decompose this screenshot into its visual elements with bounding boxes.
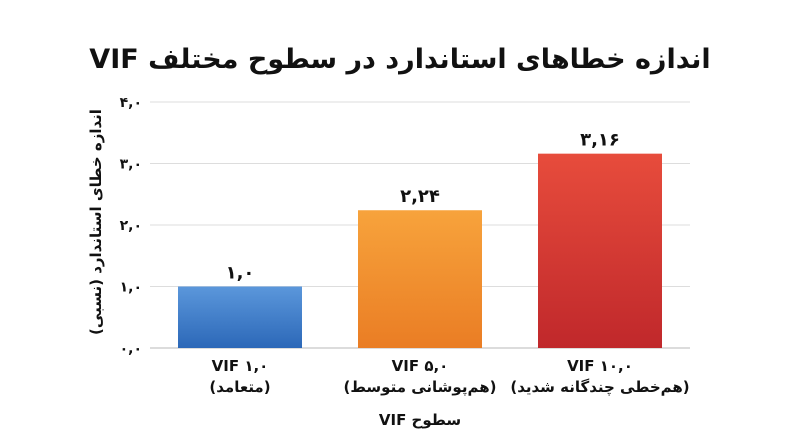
y-tick-label: ۰,۰ (120, 341, 142, 357)
y-tick-label: ۴,۰ (120, 95, 142, 111)
x-axis-categories: VIF ۱,۰ (متعامد) VIF ۵,۰ (هم‌پوشانی متوسط) V… (209, 357, 689, 397)
data-label: ۲,۲۴ (400, 186, 440, 207)
data-label: ۳,۱۶ (580, 130, 620, 151)
x-axis-title: سطوح VIF (379, 411, 461, 429)
x-category-label: VIF ۱۰,۰ (567, 357, 633, 375)
bar (538, 153, 662, 348)
data-label: ۱,۰ (226, 263, 255, 284)
y-tick-label: ۳,۰ (120, 157, 142, 173)
bar (358, 210, 482, 348)
y-tick-label: ۱,۰ (120, 280, 142, 296)
y-tick-label: ۲,۰ (120, 218, 142, 234)
chart-title: اندازه خطاهای استاندارد در سطوح مختلف VI… (89, 44, 711, 75)
y-axis-ticks: ۰,۰ ۱,۰ ۲,۰ ۳,۰ ۴,۰ (120, 95, 142, 357)
x-category-sublabel: (هم‌پوشانی متوسط) (344, 378, 497, 397)
x-category-sublabel: (هم‌خطی چندگانه شدید) (510, 378, 689, 397)
bars (178, 153, 662, 348)
x-category-label: VIF ۵,۰ (392, 357, 449, 375)
x-category-label: VIF ۱,۰ (212, 357, 269, 375)
y-axis-title: اندازه خطای استاندارد (نسبی) (87, 109, 105, 335)
data-labels: ۱,۰ ۲,۲۴ ۳,۱۶ (226, 130, 620, 284)
x-category-sublabel: (متعامد) (209, 378, 270, 396)
bar (178, 286, 302, 348)
